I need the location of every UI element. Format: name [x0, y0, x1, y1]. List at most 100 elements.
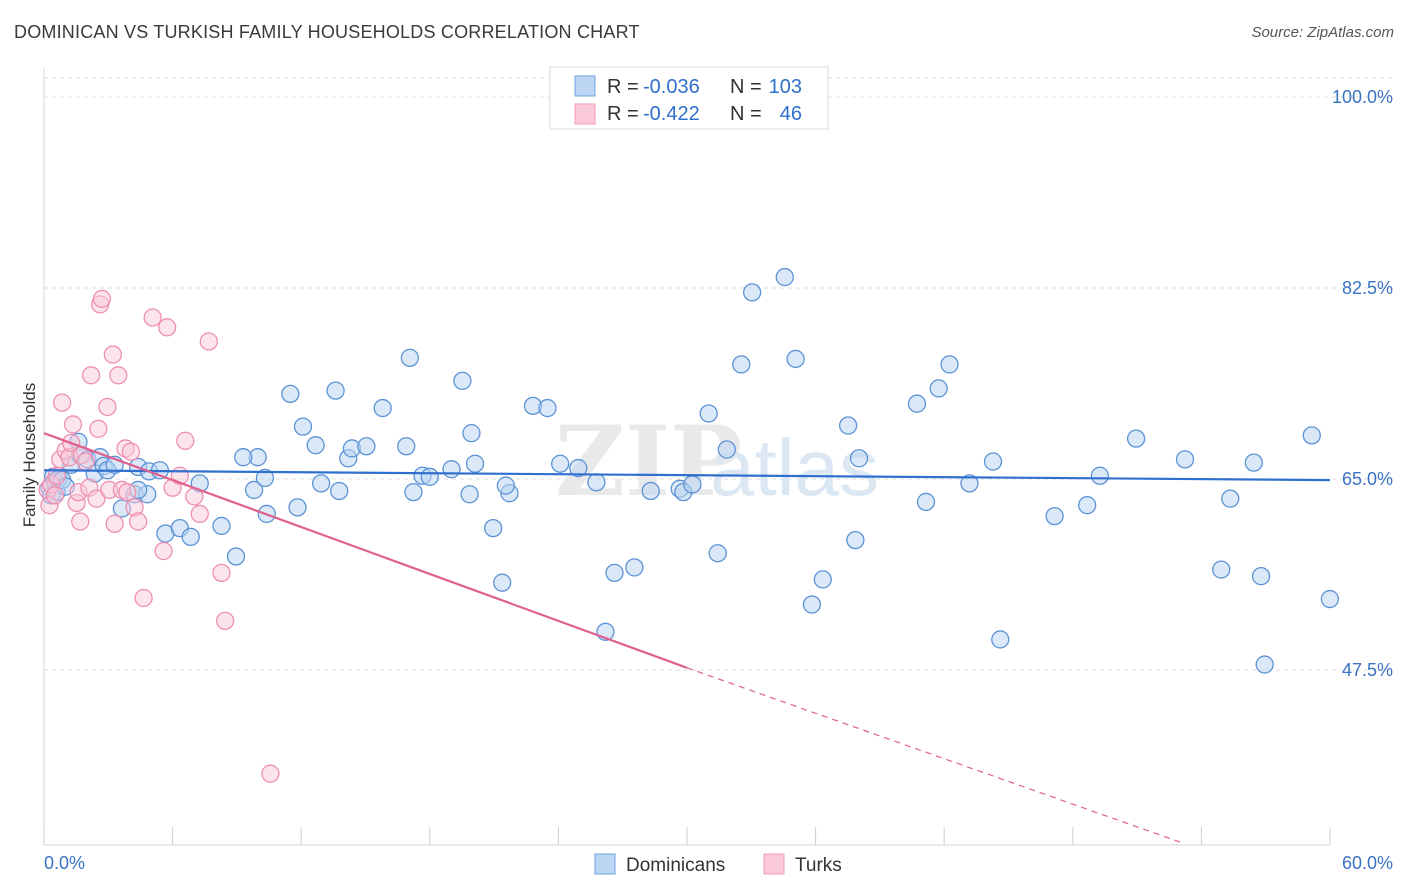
dominicans-point [960, 474, 979, 493]
dominicans-point [420, 467, 439, 486]
turks-point [63, 415, 83, 434]
dominicans-point [326, 381, 345, 400]
turks-trend-line [43, 432, 688, 669]
turks-point [105, 514, 124, 533]
bottom-legend-swatch-turks [763, 853, 785, 875]
dominicans-point [293, 417, 313, 436]
bottom-legend: Dominicans Turks [594, 853, 842, 876]
dominicans-point [404, 482, 423, 502]
y-tick-label: 65.0% [1342, 469, 1393, 489]
turks-point [154, 541, 173, 561]
dominicans-point [306, 436, 325, 455]
y-tick-labels: 47.5% 65.0% 82.5% 100.0% [1332, 87, 1393, 680]
dominicans-point [1255, 655, 1274, 674]
trend-lines [43, 432, 1331, 845]
turks-point [199, 332, 218, 351]
dominicans-point [1045, 506, 1064, 526]
dominicans-point [717, 440, 736, 459]
chart-title: DOMINICAN VS TURKISH FAMILY HOUSEHOLDS C… [14, 22, 640, 42]
legend-n-label-1: N = [730, 76, 762, 98]
dominicans-point [462, 424, 481, 443]
dominicans-point [288, 498, 307, 517]
dominicans-point [1212, 560, 1231, 579]
dominicans-point [699, 404, 718, 423]
dominicans-point [991, 630, 1010, 649]
turks-point [118, 482, 137, 502]
dominicans-point [496, 476, 515, 495]
dominicans-point [281, 384, 300, 404]
turks-point [134, 588, 153, 608]
turks-point [121, 442, 141, 461]
dominicans-point [802, 595, 822, 614]
dominicans-point [493, 573, 512, 592]
legend-r-value-2: -0.422 [643, 103, 700, 125]
turks-point [71, 512, 90, 531]
dominicans-point [330, 481, 349, 501]
legend-r-label-2: R = [607, 103, 639, 125]
legend-r-label-1: R = [607, 76, 639, 98]
turks-point [176, 431, 195, 450]
dominicans-point [1078, 496, 1097, 515]
turks-point [215, 611, 235, 631]
dominicans-point [357, 437, 376, 456]
x-tick-label-max: 60.0% [1342, 853, 1393, 873]
dominicans-point [983, 452, 1003, 471]
turks-trend-line-extension [686, 667, 1185, 845]
dominicans-point [1126, 429, 1146, 448]
legend-n-value-2: 46 [780, 103, 802, 125]
dominicans-point [907, 394, 927, 413]
dominicans-point [929, 379, 948, 398]
legend-swatch-dominicans [574, 75, 596, 97]
bottom-legend-dominicans: Dominicans [626, 855, 725, 876]
y-axis-label: Family Households [20, 383, 39, 528]
dominicans-point [1244, 453, 1263, 472]
turks-point [98, 397, 117, 417]
dominicans-point [212, 516, 231, 536]
dominicans-point [742, 283, 762, 302]
turks-point [158, 318, 177, 337]
dominicans-point [605, 563, 624, 583]
turks-point [81, 366, 101, 385]
dominicans-point [775, 267, 794, 287]
turks-point [92, 289, 112, 309]
legend-r-value-1: -0.036 [643, 76, 700, 98]
dominicans-point [838, 416, 858, 435]
dominicans-point [255, 468, 275, 488]
dominicans-trend-line [43, 469, 1331, 482]
dominicans-point [1175, 450, 1195, 469]
dominicans-point [1320, 589, 1340, 609]
watermark-atlas: atlas [710, 423, 879, 512]
dominicans-point [940, 355, 959, 374]
turks-point [212, 563, 231, 583]
dominicans-point [732, 355, 751, 374]
dominicans-point [397, 437, 416, 456]
turks-point [190, 504, 209, 524]
dominicans-point [786, 349, 805, 369]
turks-point [87, 489, 106, 508]
turks-point [103, 345, 122, 364]
turks-point [129, 512, 148, 531]
x-tick-label-min: 0.0% [44, 853, 85, 873]
dominicans-point [683, 475, 702, 494]
turks-point [45, 486, 65, 505]
dominicans-point [244, 480, 264, 500]
turks-point [109, 366, 128, 385]
legend-n-value-1: 103 [769, 76, 802, 98]
legend: R = -0.036 N = 103 R = -0.422 N = 46 [549, 66, 829, 130]
dominicans-point [916, 492, 936, 512]
bottom-legend-turks: Turks [795, 855, 842, 876]
dominicans-point [846, 530, 865, 550]
x-tick-marks [43, 827, 1331, 845]
dominicans-point [453, 371, 472, 390]
dominicans-point [1302, 426, 1321, 445]
dominicans-point [625, 558, 644, 577]
dominicans-point [569, 458, 588, 478]
dominicans-point [484, 518, 503, 538]
legend-swatch-turks [574, 103, 596, 125]
dominicans-point [311, 474, 331, 493]
dominicans-point [181, 527, 200, 546]
bottom-legend-swatch-dominicans [594, 853, 616, 875]
y-tick-label: 100.0% [1332, 87, 1393, 107]
dominicans-point [1090, 466, 1110, 485]
